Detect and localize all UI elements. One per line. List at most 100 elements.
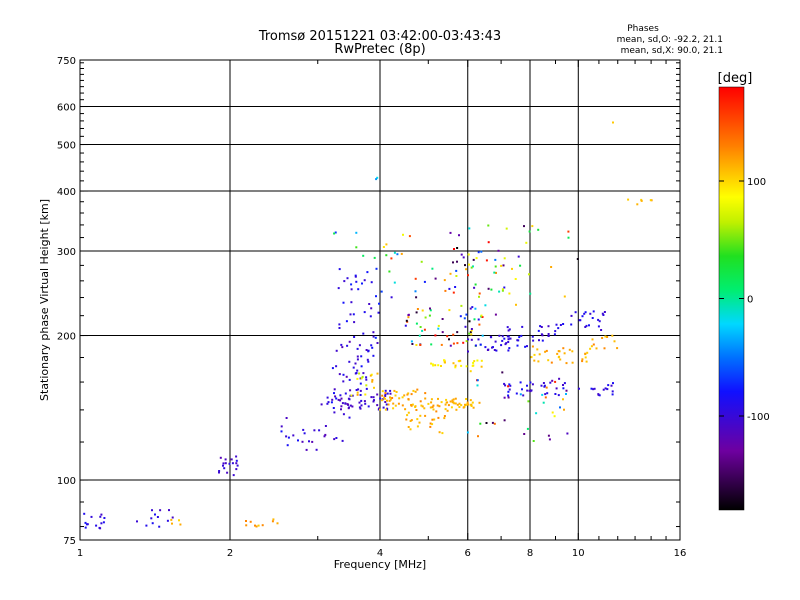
data-point [459,315,462,318]
data-point [468,263,470,266]
data-point [598,320,601,323]
data-point [224,462,227,465]
data-point [280,430,283,433]
data-point [150,517,153,520]
data-point [597,393,600,396]
data-point [591,317,594,319]
data-point [497,249,500,252]
data-point [99,515,102,518]
data-point [507,341,510,343]
data-point [457,360,460,362]
data-point [346,277,349,280]
data-point [315,448,318,451]
data-point [379,397,382,400]
data-point [458,406,461,408]
data-point [423,280,426,283]
data-point [508,328,511,331]
data-point [446,409,449,412]
x-axis-label: Frequency [MHz] [334,558,426,571]
data-point [340,343,343,346]
colorbar-tick-label: -100 [747,412,770,423]
data-point [495,271,497,274]
data-point [386,392,389,395]
data-point [410,393,413,396]
data-point [360,399,363,402]
data-point [331,398,334,401]
data-point [479,422,482,425]
data-point [507,394,510,397]
data-point [555,387,558,390]
data-point [434,277,437,280]
data-point [231,462,234,465]
data-point [611,393,614,396]
data-point [532,440,535,442]
data-point [551,379,554,382]
data-point [427,402,430,405]
data-point [348,340,351,343]
data-point [367,405,370,408]
data-point [382,406,385,409]
data-point [547,434,550,437]
data-point [376,393,379,396]
data-point [516,344,519,347]
plot-frame [79,59,681,541]
data-point [557,327,560,330]
data-point [368,303,371,305]
data-point [414,405,417,408]
data-point [170,518,173,521]
data-point [597,325,600,328]
data-point [361,282,363,285]
data-point [570,314,573,317]
data-point [429,307,431,310]
data-point [334,395,337,398]
data-point [501,339,504,342]
data-point [361,375,364,378]
data-point [430,398,433,401]
data-point [345,375,348,378]
data-point [589,312,592,315]
data-point [384,389,387,392]
data-point [421,309,424,312]
data-point [99,527,102,530]
x-tick-label: 2 [227,548,233,559]
data-point [470,266,473,269]
data-point [151,522,154,525]
data-point [358,401,361,404]
x-tick-label: 10 [572,548,585,559]
data-point [415,344,418,346]
data-point [303,432,306,435]
data-point [472,406,475,409]
data-point [547,333,550,335]
data-point [372,400,375,403]
data-point [508,383,511,386]
data-point [360,365,363,368]
y-tick-label: 300 [57,247,76,258]
data-point [500,264,503,267]
data-point [584,311,587,314]
y-tick-label: 600 [57,103,76,114]
data-point [503,396,506,399]
data-point [469,331,472,334]
data-point [381,399,384,402]
data-point [532,339,535,342]
data-point [474,307,477,310]
data-point [470,403,473,406]
data-point [421,405,424,408]
data-point [429,422,432,425]
data-point [448,338,450,341]
data-point [424,392,427,395]
data-point [158,525,161,528]
data-point [103,517,106,519]
data-point [397,402,400,405]
data-point [460,364,463,367]
data-point [393,389,396,392]
data-point [508,292,511,295]
data-point [419,344,422,346]
data-point [574,311,577,314]
data-point [324,433,327,436]
data-point [441,331,444,334]
data-point [511,267,513,270]
data-point [519,264,522,267]
data-point [467,274,469,277]
data-point [362,372,365,375]
